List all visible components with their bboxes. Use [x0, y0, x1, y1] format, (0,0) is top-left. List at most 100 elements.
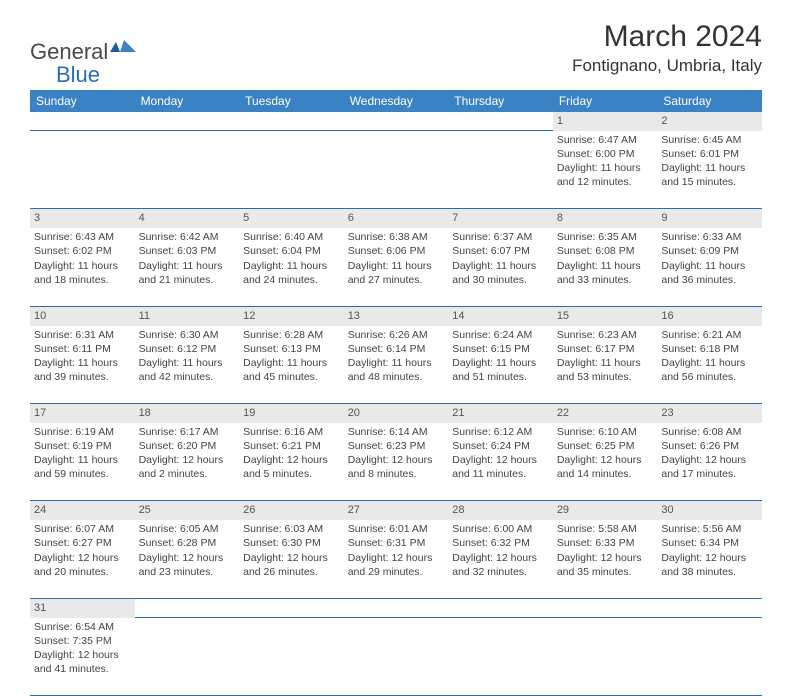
day-content-row: Sunrise: 6:19 AMSunset: 6:19 PMDaylight:… [30, 423, 762, 501]
day-cell: Sunrise: 6:40 AMSunset: 6:04 PMDaylight:… [239, 228, 344, 306]
day-content-row: Sunrise: 6:47 AMSunset: 6:00 PMDaylight:… [30, 131, 762, 209]
day-cell: Sunrise: 6:31 AMSunset: 6:11 PMDaylight:… [30, 326, 135, 404]
location: Fontignano, Umbria, Italy [572, 56, 762, 76]
day-number-cell [344, 598, 449, 617]
day-cell: Sunrise: 6:10 AMSunset: 6:25 PMDaylight:… [553, 423, 658, 501]
weekday-header: Saturday [657, 90, 762, 112]
day-cell [344, 131, 449, 209]
day-number-cell: 11 [135, 306, 240, 325]
day-number-cell: 1 [553, 112, 658, 131]
day-cell: Sunrise: 5:56 AMSunset: 6:34 PMDaylight:… [657, 520, 762, 598]
calendar-body: 12Sunrise: 6:47 AMSunset: 6:00 PMDayligh… [30, 112, 762, 696]
weekday-header: Wednesday [344, 90, 449, 112]
day-number-cell: 7 [448, 209, 553, 228]
day-number-cell: 16 [657, 306, 762, 325]
day-cell: Sunrise: 6:45 AMSunset: 6:01 PMDaylight:… [657, 131, 762, 209]
day-cell: Sunrise: 6:21 AMSunset: 6:18 PMDaylight:… [657, 326, 762, 404]
day-number-cell: 26 [239, 501, 344, 520]
day-number-cell: 15 [553, 306, 658, 325]
day-number-cell: 24 [30, 501, 135, 520]
day-cell [553, 618, 658, 696]
day-cell: Sunrise: 6:43 AMSunset: 6:02 PMDaylight:… [30, 228, 135, 306]
day-cell [657, 618, 762, 696]
day-number-cell: 30 [657, 501, 762, 520]
day-cell: Sunrise: 6:07 AMSunset: 6:27 PMDaylight:… [30, 520, 135, 598]
day-number-cell: 14 [448, 306, 553, 325]
day-number-row: 12 [30, 112, 762, 131]
day-cell: Sunrise: 6:26 AMSunset: 6:14 PMDaylight:… [344, 326, 449, 404]
weekday-header: Monday [135, 90, 240, 112]
day-number-cell: 13 [344, 306, 449, 325]
day-number-cell [553, 598, 658, 617]
day-number-cell: 18 [135, 404, 240, 423]
day-number-cell [239, 112, 344, 131]
day-cell [135, 131, 240, 209]
day-number-cell [448, 112, 553, 131]
month-title: March 2024 [572, 20, 762, 54]
day-number-row: 3456789 [30, 209, 762, 228]
day-number-cell: 21 [448, 404, 553, 423]
day-cell: Sunrise: 6:54 AMSunset: 7:35 PMDaylight:… [30, 618, 135, 696]
day-number-cell: 29 [553, 501, 658, 520]
day-cell [448, 131, 553, 209]
day-cell: Sunrise: 6:33 AMSunset: 6:09 PMDaylight:… [657, 228, 762, 306]
day-number-cell: 20 [344, 404, 449, 423]
day-number-cell: 10 [30, 306, 135, 325]
day-number-cell: 6 [344, 209, 449, 228]
day-number-row: 24252627282930 [30, 501, 762, 520]
day-cell: Sunrise: 6:38 AMSunset: 6:06 PMDaylight:… [344, 228, 449, 306]
day-cell [344, 618, 449, 696]
day-cell [30, 131, 135, 209]
day-content-row: Sunrise: 6:43 AMSunset: 6:02 PMDaylight:… [30, 228, 762, 306]
day-number-row: 10111213141516 [30, 306, 762, 325]
day-cell: Sunrise: 6:28 AMSunset: 6:13 PMDaylight:… [239, 326, 344, 404]
weekday-header: Friday [553, 90, 658, 112]
day-cell: Sunrise: 6:37 AMSunset: 6:07 PMDaylight:… [448, 228, 553, 306]
day-cell: Sunrise: 6:42 AMSunset: 6:03 PMDaylight:… [135, 228, 240, 306]
weekday-header: Sunday [30, 90, 135, 112]
weekday-header-row: SundayMondayTuesdayWednesdayThursdayFrid… [30, 90, 762, 112]
day-cell [239, 131, 344, 209]
day-number-cell: 2 [657, 112, 762, 131]
day-number-cell: 17 [30, 404, 135, 423]
day-number-cell: 31 [30, 598, 135, 617]
day-cell: Sunrise: 6:14 AMSunset: 6:23 PMDaylight:… [344, 423, 449, 501]
day-cell: Sunrise: 6:19 AMSunset: 6:19 PMDaylight:… [30, 423, 135, 501]
day-number-cell [30, 112, 135, 131]
day-number-cell [135, 598, 240, 617]
day-cell: Sunrise: 6:12 AMSunset: 6:24 PMDaylight:… [448, 423, 553, 501]
day-number-cell: 25 [135, 501, 240, 520]
day-cell [135, 618, 240, 696]
day-cell [448, 618, 553, 696]
day-number-cell [657, 598, 762, 617]
day-cell: Sunrise: 6:47 AMSunset: 6:00 PMDaylight:… [553, 131, 658, 209]
day-content-row: Sunrise: 6:31 AMSunset: 6:11 PMDaylight:… [30, 326, 762, 404]
title-block: March 2024 Fontignano, Umbria, Italy [572, 20, 762, 76]
day-number-cell: 9 [657, 209, 762, 228]
day-number-cell: 19 [239, 404, 344, 423]
day-number-cell [344, 112, 449, 131]
weekday-header: Tuesday [239, 90, 344, 112]
weekday-header: Thursday [448, 90, 553, 112]
day-cell: Sunrise: 6:08 AMSunset: 6:26 PMDaylight:… [657, 423, 762, 501]
day-cell: Sunrise: 6:30 AMSunset: 6:12 PMDaylight:… [135, 326, 240, 404]
day-number-cell: 3 [30, 209, 135, 228]
flag-icon [110, 36, 136, 62]
day-content-row: Sunrise: 6:07 AMSunset: 6:27 PMDaylight:… [30, 520, 762, 598]
day-cell [239, 618, 344, 696]
day-cell: Sunrise: 6:23 AMSunset: 6:17 PMDaylight:… [553, 326, 658, 404]
day-number-cell [135, 112, 240, 131]
day-number-cell: 12 [239, 306, 344, 325]
day-cell: Sunrise: 6:01 AMSunset: 6:31 PMDaylight:… [344, 520, 449, 598]
header: General March 2024 Fontignano, Umbria, I… [0, 0, 792, 84]
day-number-cell: 27 [344, 501, 449, 520]
day-number-cell [239, 598, 344, 617]
day-number-cell: 5 [239, 209, 344, 228]
day-cell: Sunrise: 6:05 AMSunset: 6:28 PMDaylight:… [135, 520, 240, 598]
day-cell: Sunrise: 6:03 AMSunset: 6:30 PMDaylight:… [239, 520, 344, 598]
calendar-table: SundayMondayTuesdayWednesdayThursdayFrid… [30, 90, 762, 696]
day-cell: Sunrise: 6:16 AMSunset: 6:21 PMDaylight:… [239, 423, 344, 501]
day-number-cell: 28 [448, 501, 553, 520]
day-number-row: 17181920212223 [30, 404, 762, 423]
day-number-cell [448, 598, 553, 617]
